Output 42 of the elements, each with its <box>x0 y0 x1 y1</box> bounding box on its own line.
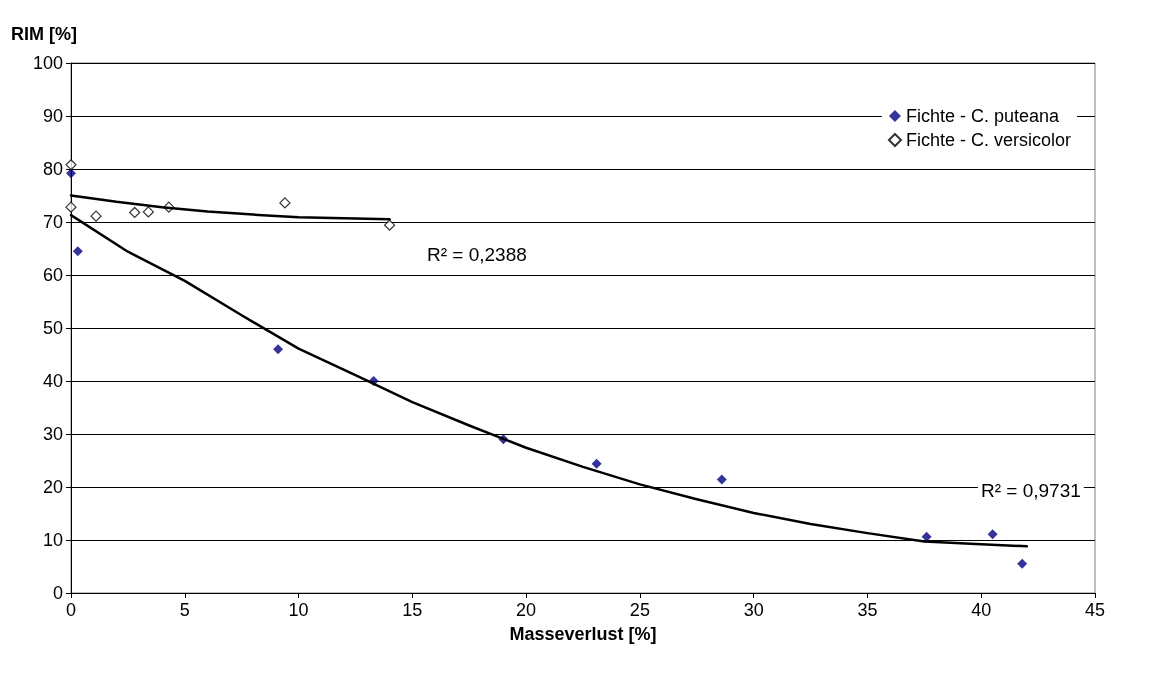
annotation: R² = 0,2388 <box>427 244 527 265</box>
y-tick-label: 50 <box>42 318 63 338</box>
point <box>987 529 998 540</box>
y-axis-title: RIM [%] <box>11 24 77 44</box>
x-tick-label: 40 <box>971 600 992 620</box>
y-tick-label: 30 <box>42 424 63 444</box>
point <box>66 168 76 179</box>
point <box>921 531 932 542</box>
point <box>65 201 77 213</box>
y-tick-label: 70 <box>42 212 63 232</box>
annotation: R² = 0,9731 <box>981 480 1081 501</box>
y-tick-label: 0 <box>52 583 63 603</box>
x-axis-title: Masseverlust [%] <box>509 624 657 644</box>
point <box>273 344 284 355</box>
x-tick-label: 20 <box>516 600 537 620</box>
point <box>65 159 77 171</box>
x-tick-label: 5 <box>179 600 190 620</box>
x-tick-label: 25 <box>629 600 650 620</box>
point <box>72 246 83 257</box>
x-tick-label: 15 <box>402 600 423 620</box>
y-tick-label: 60 <box>42 265 63 285</box>
point <box>90 210 102 222</box>
y-tick-label: 80 <box>42 159 63 179</box>
y-tick-label: 40 <box>42 371 63 391</box>
point <box>383 219 396 231</box>
x-tick-label: 30 <box>743 600 764 620</box>
y-tick-label: 20 <box>42 477 63 497</box>
legend-label: Fichte - C. puteana <box>905 106 1061 126</box>
x-tick-label: 10 <box>288 600 309 620</box>
legend-label: Fichte - C. versicolor <box>905 130 1072 150</box>
y-tick-label: 100 <box>32 53 63 73</box>
point <box>1017 558 1028 569</box>
x-tick-label: 45 <box>1084 600 1106 620</box>
y-tick-label: 10 <box>42 530 63 550</box>
point <box>129 206 141 219</box>
y-tick-label: 90 <box>42 106 63 126</box>
point <box>142 206 154 218</box>
x-tick-label: 0 <box>65 600 77 620</box>
point <box>716 474 727 485</box>
x-tick-label: 35 <box>857 600 878 620</box>
point <box>279 197 291 209</box>
point <box>591 458 602 469</box>
